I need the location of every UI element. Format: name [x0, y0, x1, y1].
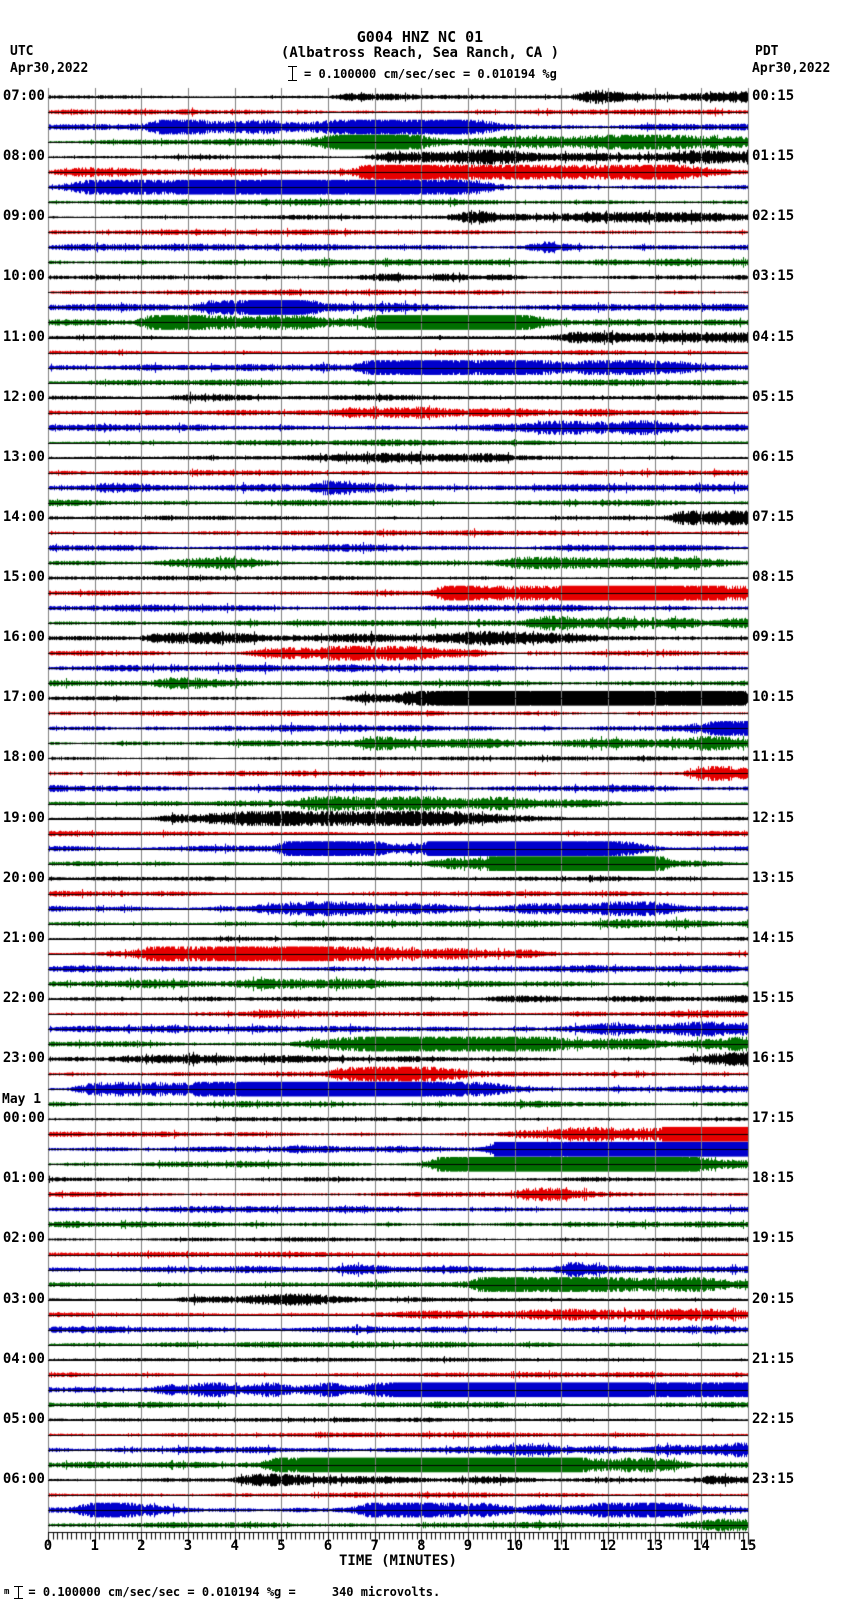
utc-hour-label: 00:00 — [2, 1110, 45, 1127]
right-date-label: Apr30,2022 — [752, 61, 831, 76]
scale-bar-icon — [288, 66, 297, 81]
amplitude-scale-row: = 0.100000 cm/sec/sec = 0.010194 %g — [288, 66, 557, 81]
pdt-hour-label: 04:15 — [752, 328, 795, 345]
utc-hour-label: 05:00 — [2, 1410, 45, 1427]
x-axis-title: TIME (MINUTES) — [338, 1553, 457, 1569]
minute-tick-label: 15 — [739, 1538, 757, 1554]
footer-scale-text: = 0.100000 cm/sec/sec = 0.010194 %g = 34… — [28, 1585, 441, 1599]
utc-hour-label: 18:00 — [2, 749, 45, 766]
page-title: G004 HNZ NC 01 — [356, 28, 484, 46]
utc-hour-label: 23:00 — [2, 1050, 45, 1067]
pdt-hour-label: 08:15 — [752, 569, 795, 586]
utc-hour-label: 22:00 — [2, 989, 45, 1006]
pdt-hour-label: 07:15 — [752, 508, 795, 525]
utc-hour-label: 15:00 — [2, 569, 45, 586]
utc-hour-label: 06:00 — [2, 1470, 45, 1487]
minute-tick-label: 5 — [277, 1538, 286, 1554]
amplitude-scale-label: = 0.100000 cm/sec/sec = 0.010194 %g — [304, 66, 557, 81]
minute-tick-label: 11 — [552, 1538, 570, 1554]
pdt-hour-label: 16:15 — [752, 1050, 795, 1067]
minute-tick-label: 4 — [230, 1538, 239, 1554]
right-timezone-label: PDT — [755, 44, 779, 59]
pdt-hour-label: 06:15 — [752, 448, 795, 465]
pdt-hour-label: 14:15 — [752, 929, 795, 946]
left-date-label: Apr30,2022 — [10, 61, 89, 76]
pdt-hour-label: 19:15 — [752, 1230, 795, 1247]
pdt-hour-label: 23:15 — [752, 1470, 795, 1487]
minute-tick-label: 14 — [692, 1538, 710, 1554]
utc-hour-label: 20:00 — [2, 869, 45, 886]
minute-tick-label: 3 — [183, 1538, 193, 1554]
minute-tick-label: 1 — [90, 1538, 99, 1554]
pdt-hour-label: 13:15 — [752, 869, 795, 886]
pdt-hour-label: 15:15 — [752, 989, 795, 1006]
utc-hour-label: 17:00 — [2, 689, 45, 706]
pdt-hour-label: 09:15 — [752, 629, 795, 646]
minute-tick-label: 8 — [417, 1538, 426, 1554]
minute-tick-label: 12 — [599, 1538, 617, 1554]
minute-tick-label: 13 — [646, 1538, 664, 1554]
footer-prefix-glyph: m — [4, 1587, 10, 1597]
pdt-hour-label: 21:15 — [752, 1350, 795, 1367]
utc-hour-label: 01:00 — [2, 1170, 45, 1187]
utc-hour-label: 19:00 — [2, 809, 45, 826]
pdt-hour-label: 05:15 — [752, 388, 795, 405]
pdt-hour-label: 18:15 — [752, 1170, 795, 1187]
utc-hour-label: 14:00 — [2, 508, 45, 525]
pdt-hour-label: 11:15 — [752, 749, 795, 766]
date-rollover-label: May 1 — [2, 1092, 42, 1108]
minute-tick-label: 9 — [463, 1538, 473, 1554]
pdt-hour-label: 12:15 — [752, 809, 795, 826]
utc-hour-label: 07:00 — [2, 88, 45, 104]
pdt-hour-label: 02:15 — [752, 208, 795, 225]
footer-scale-note: m = 0.100000 cm/sec/sec = 0.010194 %g = … — [4, 1585, 440, 1599]
utc-hour-label: 16:00 — [2, 629, 45, 646]
utc-hour-label: 02:00 — [2, 1230, 45, 1247]
minute-tick-label: 0 — [43, 1538, 53, 1554]
pdt-hour-label: 10:15 — [752, 689, 795, 706]
pdt-hour-label: 00:15 — [752, 88, 795, 104]
minute-tick-label: 10 — [506, 1538, 524, 1554]
minute-tick-label: 7 — [370, 1538, 379, 1554]
utc-hour-label: 08:00 — [2, 148, 45, 165]
utc-hour-label: 11:00 — [2, 328, 45, 345]
utc-hour-label: 09:00 — [2, 208, 45, 225]
pdt-hour-label: 22:15 — [752, 1410, 795, 1427]
pdt-hour-label: 03:15 — [752, 268, 795, 285]
utc-hour-label: 03:00 — [2, 1290, 45, 1307]
station-location-subtitle: (Albatross Reach, Sea Ranch, CA ) — [280, 45, 560, 61]
minute-tick-label: 6 — [323, 1538, 333, 1554]
pdt-hour-label: 17:15 — [752, 1110, 795, 1127]
utc-hour-label: 12:00 — [2, 388, 45, 405]
scale-bar-icon — [14, 1585, 24, 1599]
left-timezone-label: UTC — [10, 44, 34, 59]
utc-hour-label: 13:00 — [2, 448, 45, 465]
utc-hour-label: 21:00 — [2, 929, 45, 946]
utc-hour-label: 04:00 — [2, 1350, 45, 1367]
pdt-hour-label: 20:15 — [752, 1290, 795, 1307]
minute-tick-label: 2 — [137, 1538, 146, 1554]
utc-hour-label: 10:00 — [2, 268, 45, 285]
pdt-hour-label: 01:15 — [752, 148, 795, 165]
